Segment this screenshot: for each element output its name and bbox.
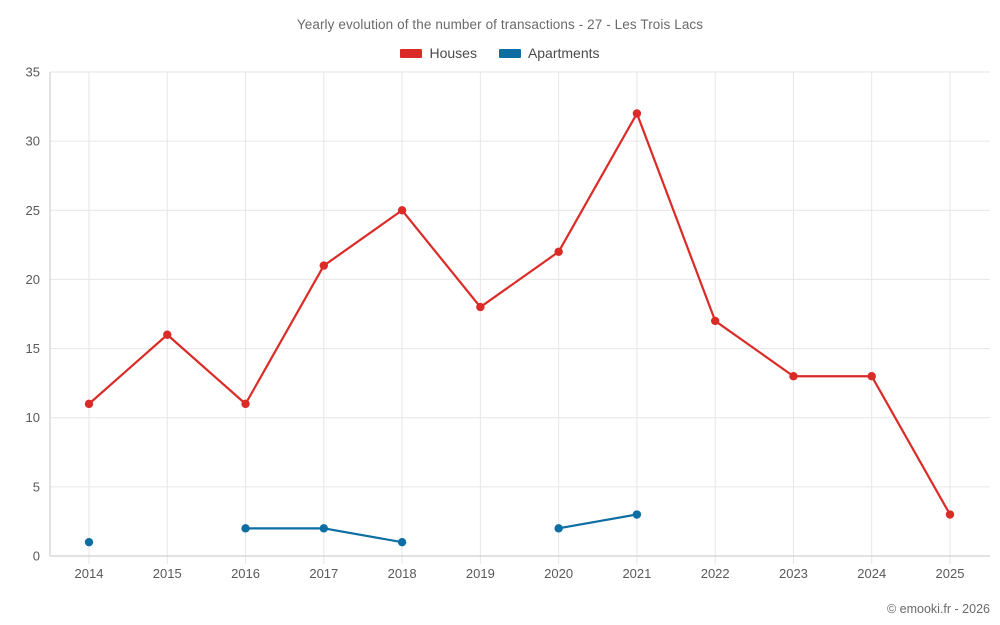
x-tick-label: 2018 (388, 566, 417, 581)
x-tick-label: 2025 (936, 566, 965, 581)
data-point-houses[interactable] (554, 247, 563, 256)
data-point-apartments[interactable] (84, 537, 94, 547)
data-point-apartments[interactable] (554, 524, 563, 533)
data-point-houses[interactable] (163, 330, 172, 339)
chart-legend: Houses Apartments (0, 45, 1000, 61)
data-point-apartments[interactable] (241, 524, 250, 533)
legend-swatch-houses (400, 48, 423, 58)
y-tick-label: 25 (26, 203, 40, 218)
x-tick-label: 2023 (779, 566, 808, 581)
data-point-houses[interactable] (867, 372, 876, 381)
data-point-houses[interactable] (789, 372, 798, 381)
data-point-houses[interactable] (84, 399, 94, 409)
x-tick-label: 2022 (701, 566, 730, 581)
data-point-apartments[interactable] (319, 524, 329, 533)
x-tick-label: 2019 (466, 566, 495, 581)
series-line-apartments (557, 513, 639, 530)
axis-lines (49, 72, 990, 557)
data-point-apartments[interactable] (632, 510, 642, 519)
data-series-layer (84, 109, 955, 547)
data-point-houses[interactable] (710, 316, 720, 326)
x-tick-label: 2024 (857, 566, 886, 581)
legend-label-apartments: Apartments (527, 45, 600, 61)
y-tick-label: 0 (33, 549, 40, 564)
legend-label-houses: Houses (429, 45, 477, 61)
data-point-houses[interactable] (476, 302, 485, 312)
y-tick-label: 30 (26, 134, 40, 149)
y-tick-label: 15 (26, 341, 40, 356)
y-tick-label: 5 (33, 479, 40, 494)
x-tick-label: 2020 (544, 566, 573, 581)
x-axis-tick-labels: 2014 2015 2016 2017 2018 2019 2020 2021 2022 2023… (75, 566, 965, 581)
x-tick-label: 2021 (622, 566, 651, 581)
series-line-houses (87, 112, 952, 516)
x-tick-label: 2017 (309, 566, 338, 581)
legend-item-houses[interactable]: Houses (400, 45, 477, 61)
x-tick-label: 2015 (153, 566, 182, 581)
data-point-houses[interactable] (397, 206, 407, 215)
data-point-houses[interactable] (632, 109, 642, 118)
legend-swatch-apartments (498, 48, 521, 58)
x-tick-label: 2016 (231, 566, 260, 581)
y-axis-tick-labels: 0 5 10 15 20 25 30 35 (26, 65, 40, 564)
x-tick-label: 2014 (75, 566, 104, 581)
y-tick-label: 35 (26, 65, 40, 80)
y-tick-label: 10 (26, 410, 40, 425)
data-point-houses[interactable] (945, 510, 955, 519)
data-point-houses[interactable] (241, 399, 250, 409)
legend-item-apartments[interactable]: Apartments (498, 45, 600, 61)
page-title: Yearly evolution of the number of transa… (296, 17, 704, 32)
data-point-houses[interactable] (319, 261, 329, 270)
y-tick-label: 20 (26, 272, 40, 287)
data-point-apartments[interactable] (397, 537, 407, 547)
grid-lines (50, 71, 990, 564)
copyright-footer: © emooki.fr - 2026 (886, 602, 990, 616)
